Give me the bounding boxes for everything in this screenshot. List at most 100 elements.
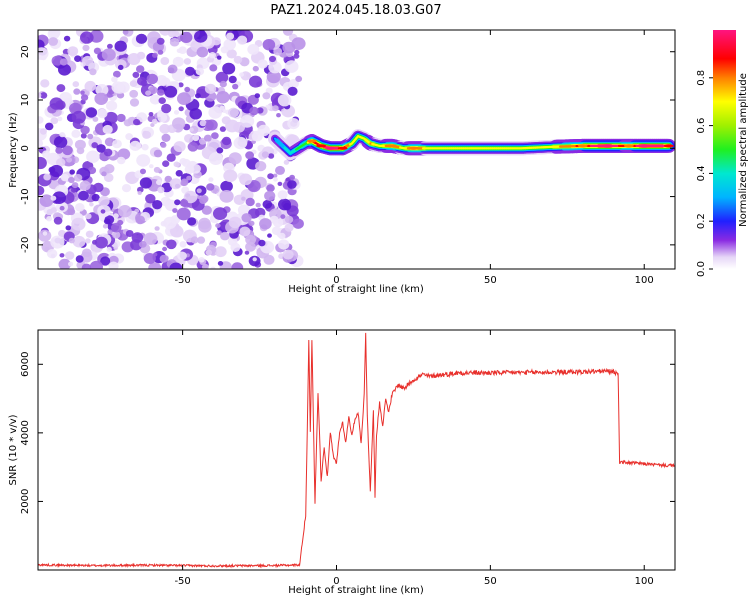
snr-line [38, 332, 675, 569]
noise-blob [179, 199, 189, 207]
ridge-peak [408, 146, 419, 150]
noise-blob [172, 81, 179, 88]
noise-blob [72, 81, 80, 88]
y-tick-label: 20 [20, 45, 31, 58]
noise-blob [111, 222, 122, 233]
noise-blob [67, 208, 76, 216]
noise-blob [82, 55, 94, 67]
noise-blob [135, 33, 148, 44]
colorbar-tick-label: 0.2 [696, 213, 707, 229]
noise-blob [244, 250, 250, 255]
noise-blob [72, 235, 86, 248]
y-tick-label: 6000 [20, 352, 31, 377]
noise-blob [289, 174, 295, 181]
noise-blob [272, 173, 278, 178]
noise-blob [113, 213, 119, 219]
noise-blob [136, 112, 148, 123]
noise-blob [209, 52, 216, 59]
noise-blob [38, 156, 47, 170]
noise-blob [129, 140, 141, 151]
y-tick-label: 0 [20, 145, 31, 151]
x-tick-label: 50 [484, 275, 497, 286]
noise-blob [255, 161, 267, 172]
noise-blob [220, 231, 230, 241]
noise-blob [118, 205, 132, 218]
noise-blob [98, 195, 110, 207]
noise-blob [230, 242, 241, 252]
noise-blob [148, 262, 162, 269]
noise-blob [59, 253, 65, 258]
noise-blob [184, 134, 194, 143]
noise-blob [185, 66, 195, 76]
noise-blob [239, 173, 253, 186]
noise-blob [104, 137, 115, 147]
ridge-peak [623, 144, 634, 148]
spectrogram-frame [37, 29, 676, 270]
noise-blob [215, 71, 229, 84]
noise-blob [278, 239, 290, 250]
noise-blob [268, 153, 275, 159]
noise-blob [43, 173, 51, 181]
noise-blob [277, 190, 288, 200]
noise-blob [50, 207, 58, 213]
noise-blob [46, 249, 58, 259]
noise-blob [225, 119, 240, 133]
noise-blob [75, 203, 85, 212]
x-tick-label: 100 [635, 275, 654, 286]
noise-blob [89, 260, 103, 269]
noise-blob [42, 231, 48, 236]
noise-blob [263, 254, 275, 265]
noise-blob [92, 116, 99, 122]
noise-blob [38, 47, 49, 60]
noise-blob [85, 238, 91, 244]
noise-blob [179, 241, 187, 248]
noise-blob [50, 235, 65, 249]
noise-blob [102, 224, 108, 229]
noise-blob [50, 117, 59, 125]
noise-blob [96, 144, 106, 153]
noise-blob [89, 202, 94, 207]
noise-blob [75, 255, 84, 263]
noise-blob [284, 223, 294, 232]
noise-blob [277, 181, 283, 186]
noise-blob [101, 171, 107, 177]
noise-blob [150, 123, 155, 127]
noise-blob [172, 117, 186, 130]
noise-blob [152, 200, 163, 210]
colorbar: 0.0 0.2 0.4 0.6 0.8 Normalized spectral ampl… [696, 30, 749, 277]
noise-blob [287, 86, 298, 96]
noise-blob [210, 266, 216, 269]
x-tick-label: -50 [174, 576, 190, 587]
noise-blob [247, 44, 260, 55]
noise-blob [140, 168, 146, 175]
noise-blob [216, 147, 224, 154]
noise-blob [157, 186, 165, 194]
noise-blob [249, 106, 259, 116]
noise-blob [56, 84, 66, 93]
spectrogram-ylabel: Frequency (Hz) [8, 112, 19, 188]
noise-blob [245, 234, 256, 245]
noise-blob [282, 30, 294, 36]
noise-blob [153, 149, 163, 158]
noise-blob [148, 112, 154, 117]
ridge-peak [306, 139, 317, 143]
noise-blob [93, 182, 104, 193]
colorbar-label: Normalized spectral amplitude [738, 73, 749, 227]
noise-blob [82, 44, 90, 52]
noise-blob [205, 249, 212, 256]
noise-blob [59, 58, 68, 66]
noise-blob [173, 141, 186, 153]
noise-blob [131, 232, 144, 243]
ridge-peak [316, 144, 327, 148]
noise-blob [292, 218, 304, 229]
ridge-peak [577, 144, 588, 148]
noise-blob [208, 152, 223, 166]
noise-blob [40, 79, 50, 88]
noise-blob [95, 84, 109, 96]
noise-blob [198, 217, 211, 230]
noise-blob [195, 93, 201, 99]
noise-blob [101, 48, 116, 61]
noise-blob [278, 198, 291, 211]
noise-blob [157, 113, 168, 123]
noise-blob [178, 106, 184, 112]
